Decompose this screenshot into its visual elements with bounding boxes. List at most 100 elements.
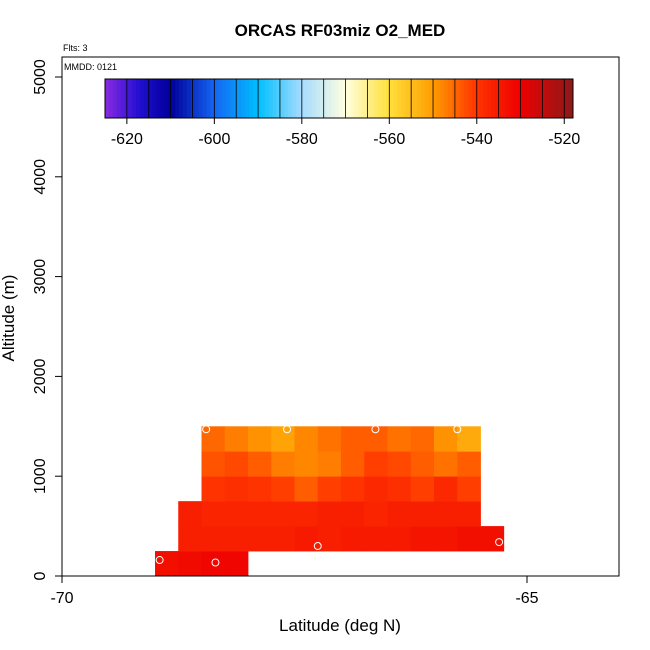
colorbar-swatch bbox=[128, 79, 133, 118]
heatmap-cell-r0-c0 bbox=[155, 551, 179, 577]
colorbar-swatch bbox=[381, 79, 387, 118]
heatmap-cell-r3-c6 bbox=[341, 476, 365, 502]
colorbar-swatch bbox=[194, 79, 200, 118]
y-tick-label: 0 bbox=[32, 571, 49, 580]
colorbar-swatch bbox=[206, 79, 211, 118]
colorbar-swatch bbox=[393, 79, 398, 118]
colorbar-swatch bbox=[569, 79, 574, 118]
colorbar-swatch bbox=[362, 79, 367, 118]
colorbar-swatch bbox=[526, 79, 531, 118]
colorbar-swatch bbox=[303, 79, 309, 118]
heatmap-cell-r4-c1 bbox=[224, 451, 249, 477]
heatmap-cell-r1-c6 bbox=[317, 526, 342, 552]
observation-point bbox=[313, 542, 322, 551]
heatmap-cell-r4-c9 bbox=[410, 451, 435, 477]
colorbar-swatch bbox=[452, 79, 457, 118]
y-axis: 0 1000 2000 3000 4000 5000 bbox=[32, 59, 62, 580]
colorbar-swatch bbox=[432, 79, 437, 118]
heatmap-cell-r4-c3 bbox=[271, 451, 295, 477]
colorbar-swatch bbox=[331, 79, 336, 118]
heatmap-cell-r3-c8 bbox=[387, 476, 412, 502]
colorbar-swatch bbox=[487, 79, 492, 118]
colorbar-swatch bbox=[463, 79, 469, 118]
colorbar-swatch bbox=[249, 79, 254, 118]
colorbar-swatch bbox=[105, 79, 110, 118]
colorbar-swatch bbox=[272, 79, 278, 118]
heatmap-cell-r5-c9 bbox=[410, 426, 435, 452]
colorbar-swatch bbox=[276, 79, 281, 118]
colorbar-swatch bbox=[479, 79, 484, 118]
colorbar-swatch bbox=[183, 79, 188, 118]
colorbar-swatch bbox=[475, 79, 480, 118]
colorbar-swatch bbox=[253, 79, 258, 118]
colorbar-swatch bbox=[342, 79, 348, 118]
colorbar-swatch bbox=[241, 79, 246, 118]
flights-label: Flts: 3 bbox=[63, 43, 88, 53]
x-axis: -70 -65 bbox=[50, 576, 539, 607]
heatmap-cell-r4-c2 bbox=[248, 451, 272, 477]
colorbar-swatch bbox=[327, 79, 332, 118]
colorbar-swatch bbox=[374, 79, 379, 118]
colorbar-swatch bbox=[175, 79, 180, 118]
heatmap-cell-r2-c4 bbox=[271, 501, 295, 527]
heatmap-cell-r1-c8 bbox=[364, 526, 388, 552]
observation-point bbox=[283, 425, 292, 434]
colorbar-swatch bbox=[354, 79, 359, 118]
heatmap-cell-r0-c2 bbox=[201, 551, 226, 577]
heatmap-cell-r4-c0 bbox=[201, 451, 226, 477]
colorbar-swatch bbox=[264, 79, 270, 118]
colorbar-swatch bbox=[296, 79, 301, 118]
colorbar-swatch bbox=[288, 79, 293, 118]
colorbar-tick-label: -520 bbox=[548, 131, 580, 148]
colorbar-swatch bbox=[417, 79, 422, 118]
heatmap-cell-r3-c7 bbox=[364, 476, 388, 502]
heatmap-cell-r5-c0 bbox=[201, 426, 226, 452]
mmdd-label: MMDD: 0121 bbox=[64, 62, 117, 72]
colorbar-swatch bbox=[456, 79, 461, 118]
heatmap-cell-r1-c10 bbox=[410, 526, 435, 552]
colorbar-swatch bbox=[198, 79, 203, 118]
colorbar-swatch bbox=[420, 79, 426, 118]
colorbar-tick-label: -560 bbox=[373, 131, 405, 148]
colorbar-swatch bbox=[506, 79, 512, 118]
colorbar-swatch bbox=[424, 79, 430, 118]
heatmap-cell-r2-c0 bbox=[178, 501, 202, 527]
colorbar-swatch bbox=[510, 79, 515, 118]
colorbar-swatch bbox=[190, 79, 196, 118]
colorbar-swatch bbox=[222, 79, 227, 118]
heatmap-cell-r1-c7 bbox=[341, 526, 365, 552]
heatmap-cell-r5-c8 bbox=[387, 426, 412, 452]
colorbar-swatch bbox=[378, 79, 383, 118]
colorbar-swatch bbox=[261, 79, 266, 118]
heatmap-cell-r1-c9 bbox=[387, 526, 412, 552]
y-tick-label: 3000 bbox=[32, 259, 49, 295]
colorbar-tick-label: -600 bbox=[198, 131, 230, 148]
heatmap-cell-r4-c11 bbox=[457, 451, 481, 477]
heatmap-cell-r3-c11 bbox=[457, 476, 481, 502]
colorbar-swatch bbox=[440, 79, 445, 118]
heatmap-cell-r3-c10 bbox=[434, 476, 458, 502]
heatmap-cell-r2-c12 bbox=[457, 501, 481, 527]
colorbar-swatch bbox=[549, 79, 554, 118]
heatmap-cell-r5-c4 bbox=[294, 426, 319, 452]
heatmap-cell-r1-c11 bbox=[434, 526, 458, 552]
heatmap-cell-r3-c5 bbox=[317, 476, 342, 502]
colorbar-swatch bbox=[339, 79, 344, 118]
heatmap-cell-r5-c6 bbox=[341, 426, 365, 452]
colorbar-swatch bbox=[545, 79, 551, 118]
colorbar-swatch bbox=[171, 79, 176, 118]
colorbar-swatch bbox=[108, 79, 114, 118]
colorbar-swatch bbox=[389, 79, 395, 118]
colorbar-swatch bbox=[459, 79, 465, 118]
y-axis-title: Altitude (m) bbox=[0, 275, 18, 362]
colorbar-swatch bbox=[237, 79, 242, 118]
heatmap-cell-r3-c2 bbox=[248, 476, 272, 502]
heatmap-cell-r4-c4 bbox=[294, 451, 319, 477]
colorbar-swatch bbox=[491, 79, 496, 118]
colorbar-swatch bbox=[311, 79, 317, 118]
colorbar-swatch bbox=[534, 79, 539, 118]
heatmap-cell-r1-c12 bbox=[457, 526, 481, 552]
heatmap-cell-r3-c4 bbox=[294, 476, 319, 502]
colorbar-swatch bbox=[136, 79, 141, 118]
